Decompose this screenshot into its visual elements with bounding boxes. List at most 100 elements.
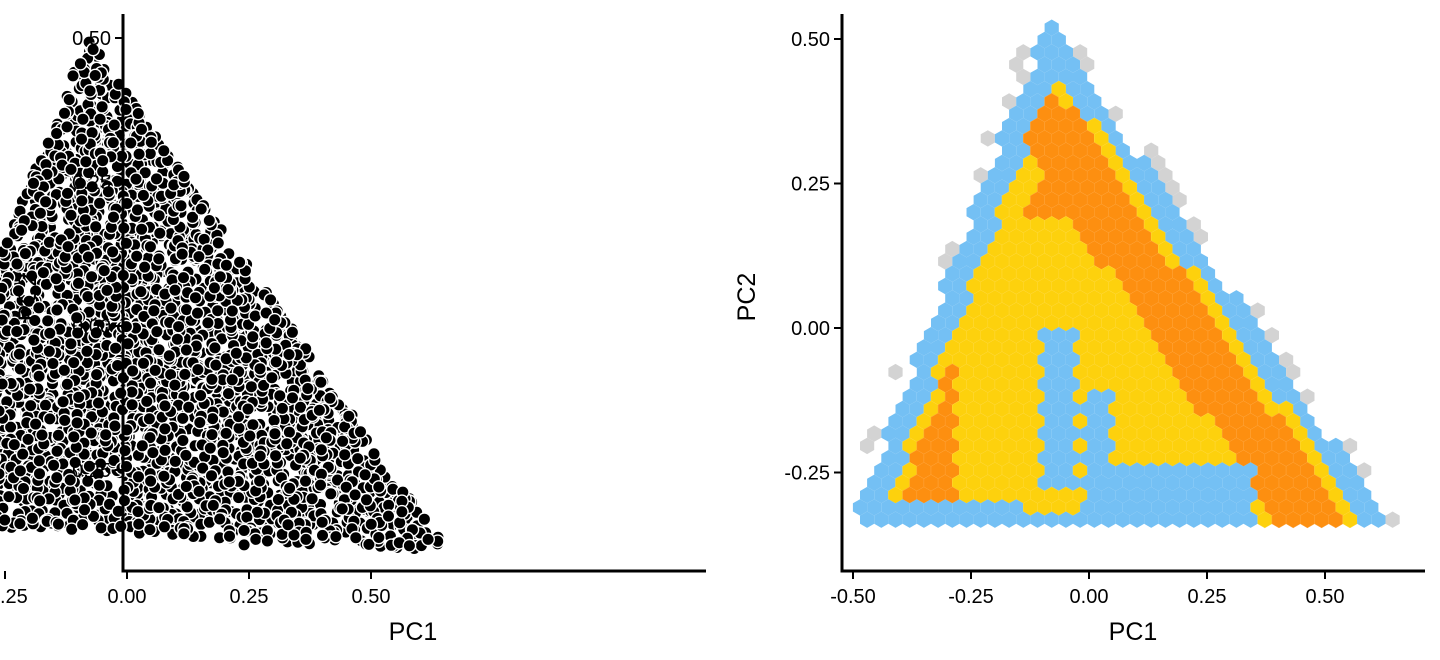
scatter-point [394, 504, 409, 519]
scatter-point [149, 324, 164, 339]
scatter-point [371, 480, 386, 494]
scatter-point [364, 517, 379, 532]
scatter-point [25, 511, 40, 526]
scatter-point [131, 469, 146, 484]
scatter-point [168, 283, 182, 297]
scatter-point [57, 363, 72, 378]
scatter-point [98, 427, 113, 442]
scatter-point [221, 282, 236, 297]
scatter-point [216, 445, 231, 460]
scatter-point [56, 394, 70, 409]
scatter-point [229, 346, 244, 361]
scatter-point [285, 390, 300, 405]
scatter-point [71, 276, 86, 291]
scatter-point [79, 154, 93, 169]
scatter-point [203, 441, 218, 455]
scatter-point [158, 398, 172, 413]
scatter-point [168, 454, 183, 469]
scatter-point [232, 421, 246, 435]
scatter-point [129, 172, 143, 187]
scatter-point [312, 403, 327, 418]
scatter-point [282, 347, 296, 362]
right-x-tick-label: 0.25 [1188, 586, 1227, 608]
scatter-point [156, 469, 171, 484]
scatter-point [177, 367, 192, 382]
scatter-point [207, 280, 222, 295]
scatter-point [232, 255, 247, 270]
scatter-point [272, 388, 287, 403]
scatter-point [319, 430, 334, 445]
scatter-point [212, 512, 227, 526]
scatter-point [219, 258, 234, 273]
scatter-point [32, 453, 47, 468]
scatter-point [269, 354, 284, 369]
scatter-point [271, 492, 286, 507]
scatter-point [95, 99, 110, 114]
scatter-point [16, 481, 31, 496]
left-x-tick-label: 0.50 [352, 586, 391, 608]
scatter-point [348, 530, 363, 545]
scatter-point [323, 486, 338, 501]
scatter-point [50, 303, 64, 317]
scatter-point [74, 193, 89, 208]
scatter-point [176, 270, 191, 285]
scatter-point [191, 249, 206, 264]
scatter-point [313, 478, 328, 492]
scatter-point [237, 538, 252, 552]
scatter-point [157, 519, 172, 534]
scatter-point [46, 458, 61, 473]
scatter-point [279, 436, 294, 451]
scatter-point [0, 513, 12, 527]
scatter-point [170, 332, 185, 347]
right-x-tick-label: -0.25 [948, 586, 994, 608]
scatter-point [205, 411, 220, 426]
scatter-point [142, 522, 157, 537]
scatter-point [192, 484, 207, 499]
scatter-point [11, 283, 26, 298]
scatter-point [42, 344, 57, 359]
scatter-point [32, 369, 46, 384]
scatter-point [248, 532, 263, 547]
scatter-point [151, 500, 166, 515]
scatter-point [300, 381, 315, 396]
scatter-point [367, 446, 381, 461]
left-y-tick-label: 0.50 [72, 28, 111, 50]
right-y-tick-label: -0.25 [784, 463, 830, 485]
scatter-point [61, 239, 75, 254]
scatter-point [402, 538, 417, 553]
scatter-point [293, 451, 308, 465]
scatter-point [348, 487, 362, 502]
hexbin-panel: -0.50 -0.25 0.00 0.25 0.50 -0.25 0.00 0.25 0.50… [733, 14, 1425, 646]
scatter-point [237, 523, 252, 538]
scatter-point [94, 521, 109, 535]
scatter-point [144, 135, 159, 150]
left-x-tick-label: 0.00 [108, 586, 147, 608]
scatter-point [23, 398, 38, 413]
left-x-tick-label: -0.25 [0, 586, 28, 608]
scatter-point [136, 356, 151, 371]
scatter-point [131, 106, 146, 121]
scatter-point [350, 451, 365, 466]
scatter-point [139, 394, 154, 409]
scatter-point [260, 534, 275, 548]
scatter-point [64, 336, 78, 351]
scatter-point [40, 313, 55, 328]
scatter-point [151, 251, 166, 266]
right-y-tick-label: 0.50 [791, 29, 830, 51]
right-x-tick-label: 0.50 [1306, 586, 1345, 608]
scatter-point [71, 390, 86, 405]
hexbin-cells [852, 19, 1400, 529]
scatter-point [175, 411, 190, 426]
scatter-point [28, 417, 43, 431]
scatter-point [88, 68, 103, 83]
scatter-point [245, 329, 260, 344]
scatter-point [142, 411, 157, 426]
scatter-point [70, 415, 85, 430]
scatter-point [136, 188, 151, 203]
scatter-point [1, 489, 16, 504]
scatter-point [92, 196, 107, 211]
right-x-tick-label: 0.00 [1070, 586, 1109, 608]
scatter-point [162, 348, 177, 363]
left-y-tick-label: 0.00 [72, 316, 111, 338]
